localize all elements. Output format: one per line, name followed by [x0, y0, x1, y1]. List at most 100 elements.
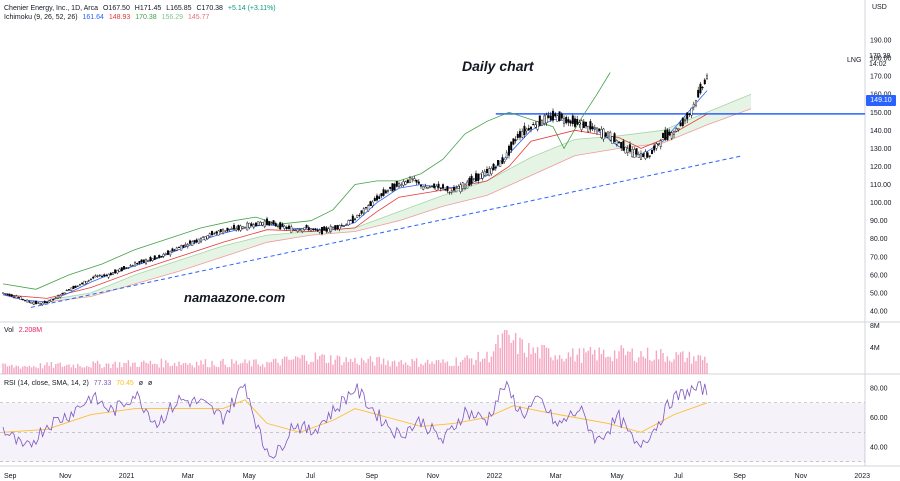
volume-bar — [297, 357, 299, 374]
candle-body — [442, 184, 445, 189]
candle-body — [503, 159, 506, 162]
volume-bar — [50, 362, 53, 374]
volume-bar — [204, 359, 207, 374]
candle-body — [574, 118, 577, 127]
candle-body — [543, 115, 546, 124]
rsi-ma-value: 70.45 — [116, 380, 134, 387]
candle-body — [153, 255, 156, 260]
candle-body — [266, 218, 269, 225]
volume-bar — [121, 367, 123, 374]
volume-bar — [497, 334, 499, 374]
candle-body — [501, 157, 504, 164]
candle-body — [466, 181, 469, 189]
volume-bar — [704, 356, 706, 374]
volume-bar — [193, 367, 196, 374]
candle-body — [208, 233, 211, 237]
volume-bar — [354, 357, 356, 374]
candle-body — [140, 259, 143, 263]
candle-body — [549, 115, 552, 121]
volume-bar — [233, 363, 235, 374]
candle-body — [257, 221, 260, 226]
volume-bar — [334, 359, 336, 374]
time-tick-label: Nov — [59, 473, 72, 480]
volume-bar — [215, 366, 218, 374]
candle-body — [389, 186, 392, 189]
volume-bar — [288, 359, 290, 374]
volume-bar — [651, 361, 653, 374]
candle-body — [536, 121, 539, 130]
volume-bar — [66, 364, 68, 374]
candle-body — [637, 153, 640, 158]
candle-body — [199, 237, 202, 243]
candle-body — [604, 132, 607, 137]
volume-bar — [684, 362, 686, 374]
candle-body — [580, 120, 583, 130]
candle-body — [371, 201, 374, 207]
candle-body — [188, 240, 191, 244]
candle-body — [184, 244, 187, 246]
candle-body — [21, 298, 24, 300]
volume-bar — [24, 365, 26, 374]
candle-body — [475, 173, 478, 182]
volume-bar — [554, 355, 556, 374]
candle-body — [455, 188, 458, 193]
volume-bar — [618, 351, 620, 374]
price-tick-label: 50.00 — [870, 290, 888, 297]
volume-bar — [77, 363, 79, 374]
volume-bar — [633, 360, 636, 374]
volume-bar — [369, 356, 372, 374]
candle-body — [334, 225, 337, 230]
candle-body — [105, 274, 108, 276]
candle-body — [457, 186, 460, 189]
volume-bar — [701, 360, 704, 374]
candle-body — [468, 178, 471, 186]
candle-body — [310, 228, 313, 232]
candle-body — [15, 295, 18, 299]
candle-body — [560, 113, 563, 119]
volume-bar — [699, 355, 702, 374]
ichimoku-tenkan-line — [2, 90, 708, 303]
candle-body — [508, 145, 511, 156]
volume-bar — [486, 351, 488, 374]
volume-bar — [631, 348, 633, 374]
volume-bar — [613, 350, 616, 374]
candle-body — [679, 122, 682, 126]
volume-bar — [583, 348, 585, 374]
volume-bar — [63, 366, 66, 374]
candle-body — [587, 125, 590, 132]
volume-tick-label: 4M — [870, 345, 880, 352]
volume-bar — [545, 347, 548, 374]
candle-body — [406, 179, 409, 184]
candle-body — [659, 140, 662, 147]
volume-bar — [607, 356, 609, 374]
candle-body — [111, 272, 114, 275]
candle-body — [701, 87, 704, 89]
volume-bar — [72, 364, 75, 374]
volume-bar — [512, 340, 515, 374]
volume-bar — [371, 361, 374, 374]
volume-bar — [323, 354, 325, 374]
candle-body — [114, 269, 117, 274]
time-tick-label: Sep — [366, 473, 379, 480]
volume-bar — [92, 361, 94, 374]
candle-body — [122, 266, 125, 270]
candle-body — [35, 300, 38, 305]
candle-body — [164, 253, 167, 255]
volume-bar — [277, 362, 279, 374]
candle-body — [393, 183, 396, 191]
volume-bar — [169, 366, 171, 374]
volume-bar — [202, 364, 204, 374]
price-tick-label: 140.00 — [870, 128, 892, 135]
candle-body — [213, 233, 216, 235]
volume-bar — [400, 360, 402, 374]
volume-bar — [319, 355, 321, 374]
candle-body — [695, 100, 698, 106]
candle-body — [283, 225, 286, 229]
volume-bar — [52, 367, 55, 374]
volume-bar — [398, 361, 400, 374]
candle-body — [459, 184, 462, 193]
volume-bar — [19, 368, 22, 374]
volume-bar — [143, 360, 145, 374]
volume-bar — [442, 359, 444, 374]
